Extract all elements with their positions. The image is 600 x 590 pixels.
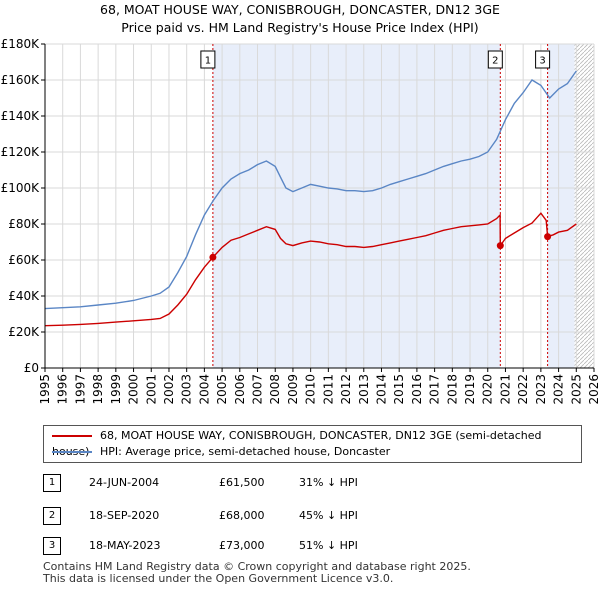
axes: £0 £20K £40K £60K £80K £100K £120K £140K £160K £1… — [1, 37, 600, 405]
x-tick-label: 2025 — [569, 374, 583, 405]
sale-marker: 3 — [535, 50, 551, 69]
chart-subtitle: Price paid vs. HM Land Registry's House … — [121, 20, 479, 35]
sale-marker: 2 — [487, 50, 503, 69]
x-tick-label: 2013 — [357, 374, 371, 405]
row-price: £61,500 — [219, 476, 265, 489]
row-number-badge: 1 — [43, 474, 61, 492]
table-row: 3 18-MAY-2023 £73,000 51% ↓ HPI — [43, 537, 483, 555]
table-row: 2 18-SEP-2020 £68,000 45% ↓ HPI — [43, 507, 483, 525]
x-tick-label: 2024 — [552, 374, 566, 405]
shaded-ownership-periods — [212, 44, 594, 368]
x-tick-label: 2001 — [144, 374, 158, 405]
y-tick-label: £80K — [8, 217, 40, 231]
x-tick-label: 2003 — [180, 374, 194, 405]
x-tick-label: 2023 — [534, 374, 548, 405]
shaded-range — [212, 44, 501, 368]
x-tick-label: 2008 — [268, 374, 282, 405]
chart-title: 68, MOAT HOUSE WAY, CONISBROUGH, DONCAST… — [100, 2, 500, 17]
legend-item-hpi: HPI: Average price, semi-detached house,… — [52, 444, 390, 460]
x-tick-label: 2007 — [251, 374, 265, 405]
x-tick-label: 2018 — [445, 374, 459, 405]
sale-marker-label: 1 — [205, 56, 211, 67]
legend-swatch-hpi — [52, 451, 92, 453]
sale-markers: 1 2 3 — [200, 50, 551, 69]
y-tick-label: £160K — [1, 73, 41, 87]
hpi-line — [44, 70, 577, 310]
y-tick-label: £20K — [8, 325, 40, 339]
x-tick-label: 2026 — [587, 374, 600, 405]
x-tick-label: 1997 — [73, 374, 87, 405]
legend-label-property: 68, MOAT HOUSE WAY, CONISBROUGH, DONCAST… — [52, 429, 542, 458]
x-tick-label: 2022 — [516, 374, 530, 405]
footer-licence: This data is licensed under the Open Gov… — [43, 572, 394, 585]
legend: 68, MOAT HOUSE WAY, CONISBROUGH, DONCAST… — [43, 425, 582, 463]
sale-marker-label: 2 — [492, 56, 498, 67]
legend-label-hpi: HPI: Average price, semi-detached house,… — [100, 445, 391, 458]
sale-point — [209, 253, 217, 261]
x-tick-label: 2010 — [304, 374, 318, 405]
x-tick-label: 2017 — [428, 374, 442, 405]
forecast-hatch — [574, 44, 594, 368]
x-tick-label: 2000 — [127, 374, 141, 405]
row-hpi-diff: 45% ↓ HPI — [299, 509, 358, 522]
x-tick-label: 2002 — [162, 374, 176, 405]
x-tick-label: 2009 — [286, 374, 300, 405]
x-tick-label: 2016 — [410, 374, 424, 405]
x-tick-label: 1998 — [91, 374, 105, 405]
x-tick-label: 2006 — [233, 374, 247, 405]
footer-copyright: Contains HM Land Registry data © Crown c… — [43, 560, 471, 573]
row-number-badge: 3 — [43, 537, 61, 555]
y-tick-label: £0 — [24, 361, 39, 375]
x-tick-label: 1996 — [56, 374, 70, 405]
row-price: £73,000 — [219, 539, 265, 552]
row-number-badge: 2 — [43, 507, 61, 525]
sale-date-lines — [212, 44, 549, 368]
sale-marker-label: 3 — [539, 56, 545, 67]
y-tick-label: £60K — [8, 253, 40, 267]
row-hpi-diff: 51% ↓ HPI — [299, 539, 358, 552]
sale-points — [209, 233, 552, 261]
row-date: 18-MAY-2023 — [89, 539, 161, 552]
x-tick-label: 2005 — [215, 374, 229, 405]
x-tick-label: 2012 — [339, 374, 353, 405]
y-tick-label: £40K — [8, 289, 40, 303]
x-tick-label: 2019 — [463, 374, 477, 405]
table-row: 1 24-JUN-2004 £61,500 31% ↓ HPI — [43, 474, 483, 492]
x-tick-label: 2021 — [498, 374, 512, 405]
y-tick-label: £180K — [1, 37, 41, 51]
x-tick-label: 1995 — [38, 374, 52, 405]
sale-marker-box — [487, 50, 503, 69]
sale-marker: 1 — [200, 50, 216, 69]
y-tick-label: £120K — [1, 145, 41, 159]
sale-marker-box — [535, 50, 551, 69]
x-tick-label: 2020 — [481, 374, 495, 405]
sale-marker-box — [200, 50, 216, 69]
property-price-line — [44, 212, 577, 327]
x-tick-label: 2011 — [321, 374, 335, 405]
x-tick-label: 2014 — [374, 374, 388, 405]
y-tick-label: £140K — [1, 109, 41, 123]
shaded-range — [547, 44, 575, 368]
legend-item-property: 68, MOAT HOUSE WAY, CONISBROUGH, DONCAST… — [52, 428, 581, 458]
row-date: 18-SEP-2020 — [89, 509, 160, 522]
price-chart: £0 £20K £40K £60K £80K £100K £120K £140K £160K £1… — [1, 37, 600, 405]
x-tick-label: 1999 — [109, 374, 123, 405]
series-lines — [44, 70, 577, 327]
x-tick-label: 2015 — [392, 374, 406, 405]
legend-swatch-property — [52, 435, 92, 437]
y-tick-label: £100K — [1, 181, 41, 195]
x-tick-label: 2004 — [197, 374, 211, 405]
sale-point — [496, 242, 504, 250]
sale-point — [544, 233, 552, 241]
row-hpi-diff: 31% ↓ HPI — [299, 476, 358, 489]
row-date: 24-JUN-2004 — [89, 476, 160, 489]
row-price: £68,000 — [219, 509, 265, 522]
footer: Contains HM Land Registry data © Crown c… — [43, 561, 471, 585]
